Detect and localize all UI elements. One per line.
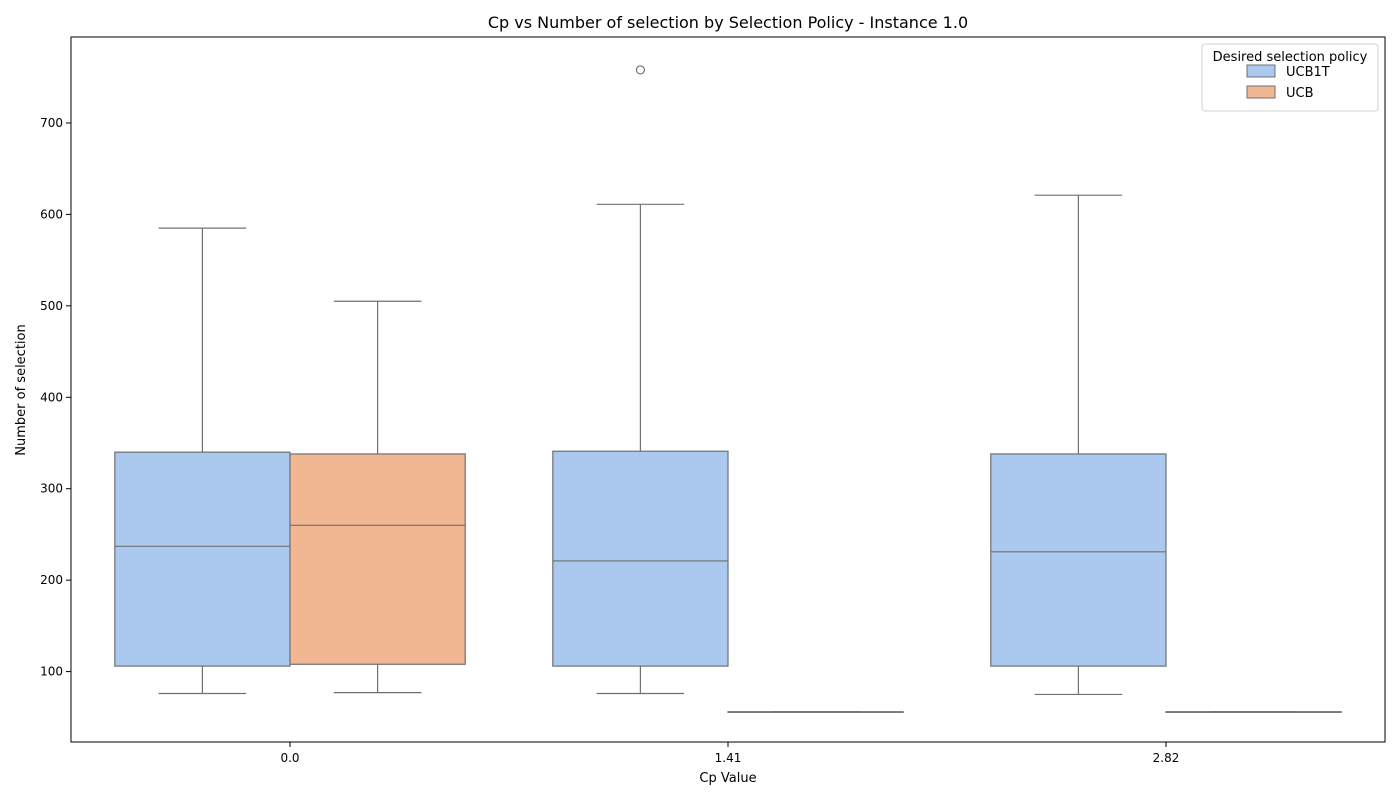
legend: Desired selection policy UCB1T UCB bbox=[1201, 43, 1379, 112]
box-UCB-0.0 bbox=[289, 300, 466, 694]
y-tick-label: 400 bbox=[40, 390, 63, 404]
legend-label-UCB: UCB bbox=[1286, 86, 1314, 101]
x-tick-label: 0.0 bbox=[280, 751, 299, 765]
legend-label-UCB1T: UCB1T bbox=[1286, 65, 1330, 80]
plot-area: 100 200 300 400 500 600 700 0.0 1.41 2.82 bbox=[40, 65, 1342, 765]
y-tick-label: 100 bbox=[40, 665, 63, 679]
y-tick-label: 300 bbox=[40, 482, 63, 496]
legend-swatch-UCB1T bbox=[1246, 64, 1276, 78]
x-tick-label: 2.82 bbox=[1153, 751, 1180, 765]
legend-frame bbox=[1201, 43, 1379, 112]
box-UCB-2.82 bbox=[1165, 711, 1342, 713]
box-UCB-1.41 bbox=[727, 711, 904, 713]
plot-frame bbox=[70, 36, 1386, 743]
box-UCB1T-2.82 bbox=[990, 194, 1167, 696]
legend-title: Desired selection policy bbox=[1213, 50, 1368, 65]
y-tick-label: 700 bbox=[40, 116, 63, 130]
x-tick-label: 1.41 bbox=[715, 751, 742, 765]
y-axis-label: Number of selection bbox=[14, 324, 29, 455]
y-tick-label: 200 bbox=[40, 573, 63, 587]
box-UCB1T-1.41 bbox=[552, 65, 729, 695]
y-tick-label: 500 bbox=[40, 299, 63, 313]
box-iqr bbox=[289, 453, 466, 665]
box-UCB1T-0.0 bbox=[114, 227, 291, 695]
outlier-point bbox=[635, 65, 646, 75]
box-iqr bbox=[990, 453, 1167, 667]
box-iqr bbox=[552, 450, 729, 667]
legend-swatch-UCB bbox=[1246, 85, 1276, 99]
box-iqr bbox=[114, 451, 291, 667]
chart-title: Cp vs Number of selection by Selection P… bbox=[488, 13, 968, 32]
x-axis-label: Cp Value bbox=[699, 771, 756, 786]
y-tick-label: 600 bbox=[40, 207, 63, 221]
legend-items: UCB1T UCB bbox=[1246, 64, 1330, 101]
